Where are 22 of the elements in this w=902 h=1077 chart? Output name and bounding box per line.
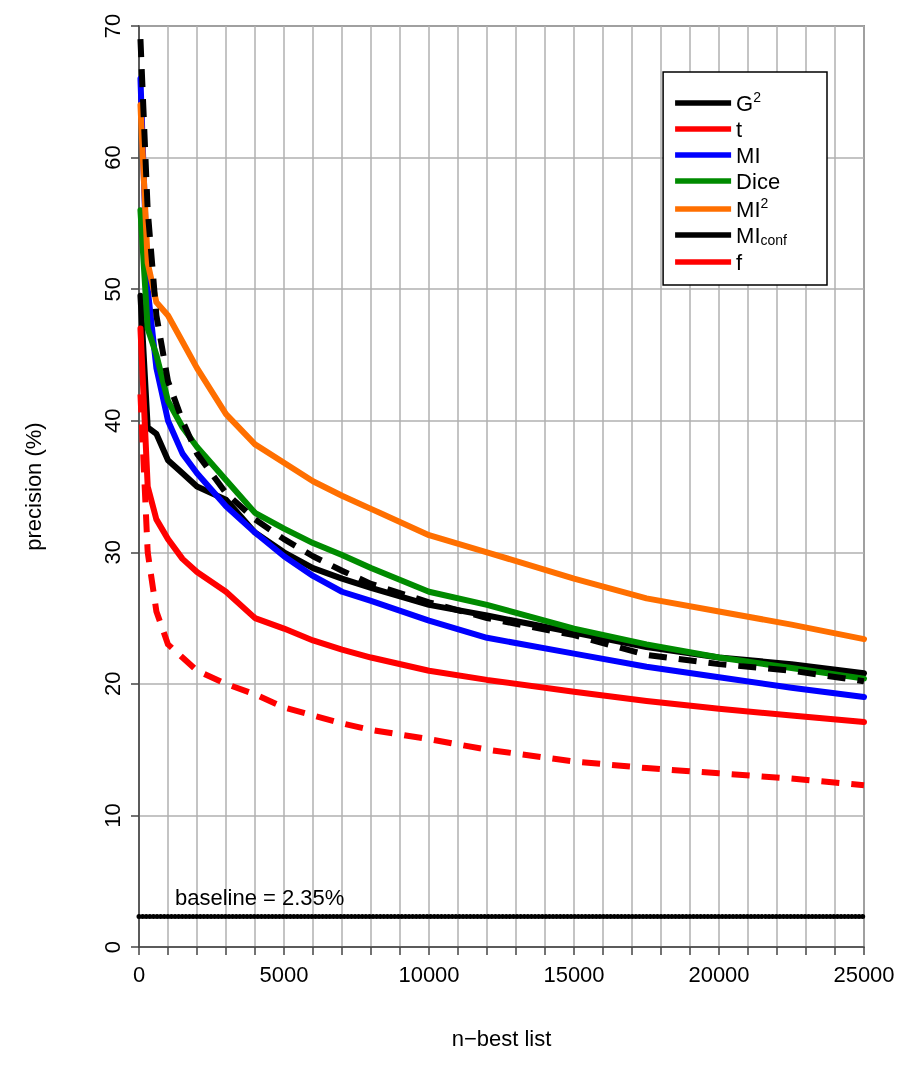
y-tick-label: 0 <box>99 940 125 954</box>
y-tick-label: 10 <box>99 803 125 828</box>
x-tick-label: 25000 <box>833 961 895 987</box>
y-tick-label: 20 <box>99 671 125 697</box>
y-axis-title: precision (%) <box>20 422 46 551</box>
legend-label: t <box>736 116 743 142</box>
x-tick-label: 20000 <box>688 961 750 987</box>
legend-label: Dice <box>736 168 781 194</box>
y-tick-label: 60 <box>99 145 125 170</box>
y-tick-label: 50 <box>99 276 125 302</box>
x-tick-label: 5000 <box>259 961 309 987</box>
y-tick-label: 70 <box>99 13 125 39</box>
legend-label: f <box>736 249 744 275</box>
x-tick-label: 15000 <box>543 961 605 987</box>
ref-line-label: baseline = 2.35% <box>175 884 345 910</box>
x-tick-label: 10000 <box>398 961 460 987</box>
x-tick-label: 0 <box>132 961 146 987</box>
y-tick-label: 30 <box>99 540 125 565</box>
y-tick-label: 40 <box>99 408 125 433</box>
x-axis-title: n−best list <box>451 1025 552 1051</box>
legend-label: MI <box>736 142 761 168</box>
legend-label: MIconf <box>736 222 788 248</box>
